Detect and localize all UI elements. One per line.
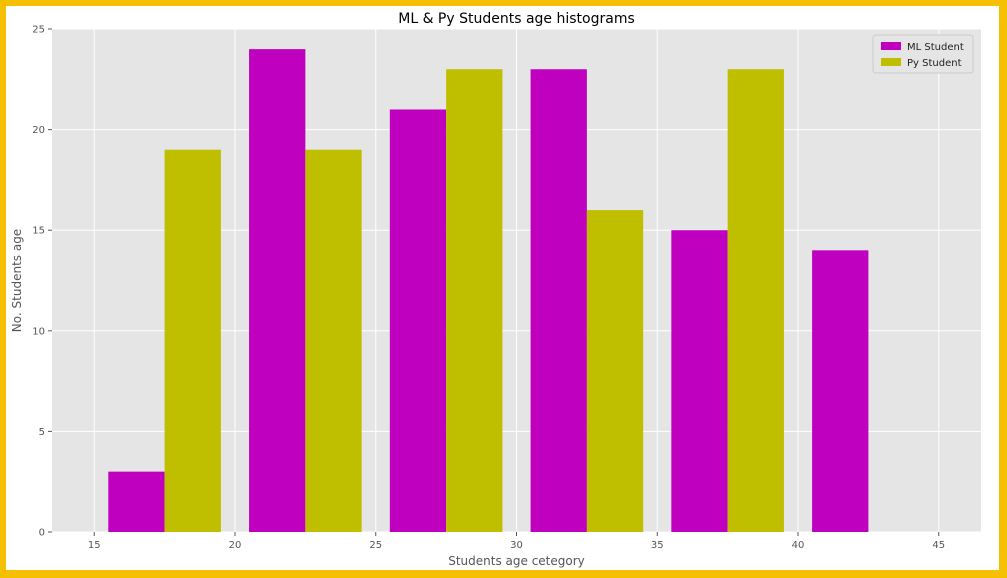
histogram-chart: 15 20 25 30 35 40 45 0 5 10 15 20 25 ML & Py Studen… <box>10 11 981 568</box>
x-tick-label: 45 <box>932 540 945 551</box>
x-axis-ticks: 15 20 25 30 35 40 45 <box>88 532 945 551</box>
x-tick-label: 35 <box>651 540 664 551</box>
bar-py-1 <box>305 149 362 532</box>
bar-ml-5 <box>812 250 869 532</box>
chart-frame: 15 20 25 30 35 40 45 0 5 10 15 20 25 ML & Py Studen… <box>6 6 999 570</box>
legend-swatch-py <box>881 58 901 66</box>
y-axis-ticks: 0 5 10 15 20 25 <box>32 25 52 539</box>
bar-py-3 <box>586 210 644 532</box>
chart-title: ML & Py Students age histograms <box>398 11 635 27</box>
bar-py-4 <box>727 69 784 533</box>
x-tick-label: 40 <box>792 540 805 551</box>
x-tick-label: 25 <box>369 540 382 551</box>
y-tick-label: 10 <box>32 326 45 337</box>
x-tick-label: 20 <box>229 540 242 551</box>
legend-swatch-ml <box>881 42 901 50</box>
bar-py-0 <box>164 149 221 532</box>
bar-ml-3 <box>530 69 587 533</box>
legend-label-py: Py Student <box>907 58 962 69</box>
bar-ml-2 <box>389 109 447 532</box>
y-tick-label: 15 <box>32 226 45 237</box>
x-tick-label: 30 <box>510 540 523 551</box>
x-tick-label: 15 <box>88 540 101 551</box>
y-tick-label: 25 <box>32 25 45 36</box>
bar-py-2 <box>446 69 503 533</box>
legend: ML Student Py Student <box>872 34 974 74</box>
y-tick-label: 0 <box>39 528 45 539</box>
x-axis-label: Students age cetegory <box>448 554 585 568</box>
legend-label-ml: ML Student <box>907 42 964 53</box>
y-tick-label: 20 <box>32 125 45 136</box>
y-tick-label: 5 <box>39 427 45 438</box>
bar-ml-0 <box>108 471 165 532</box>
bar-ml-1 <box>249 49 306 533</box>
bar-ml-4 <box>671 230 728 532</box>
bars <box>108 49 869 533</box>
y-axis-label: No. Students age <box>10 229 24 332</box>
